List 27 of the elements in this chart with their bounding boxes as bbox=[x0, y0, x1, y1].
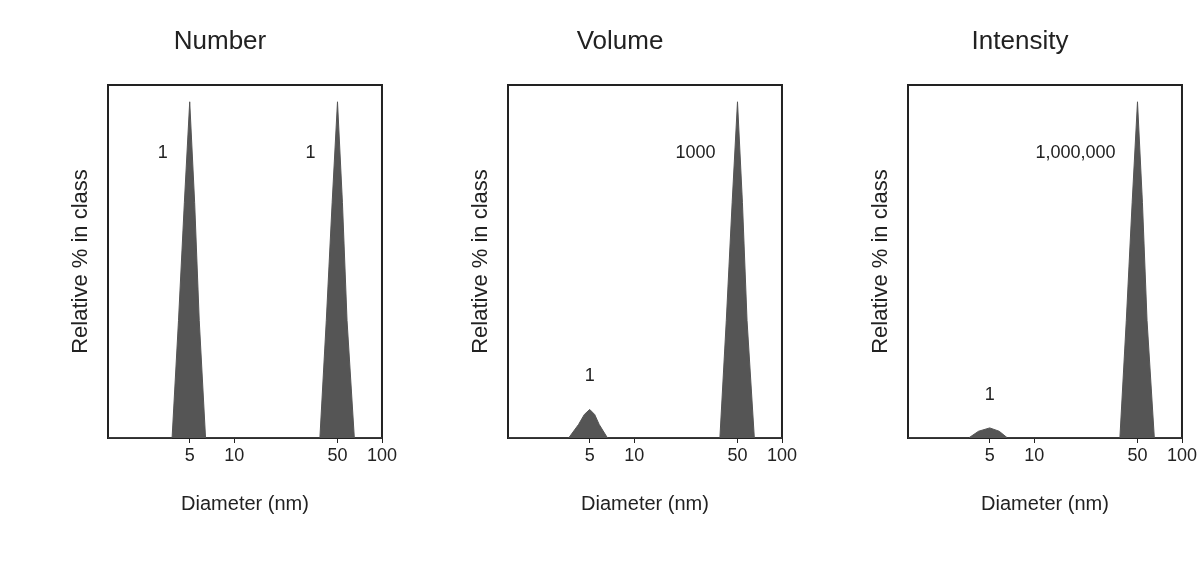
x-axis-title: Diameter (nm) bbox=[981, 492, 1109, 514]
x-tick-label: 100 bbox=[766, 445, 798, 465]
x-tick-label: 5 bbox=[584, 445, 595, 465]
chart-title: Number bbox=[173, 25, 267, 55]
x-tick-label: 50 bbox=[727, 445, 748, 465]
y-axis-title: Relative % in class bbox=[866, 169, 892, 354]
x-tick-label: 10 bbox=[224, 445, 245, 465]
x-tick-label: 50 bbox=[1127, 445, 1148, 465]
x-axis-title: Diameter (nm) bbox=[181, 492, 309, 514]
annotation: 1 bbox=[584, 365, 595, 386]
annotation: 1 bbox=[984, 383, 995, 404]
x-tick-label: 5 bbox=[984, 445, 995, 465]
annotation: 1 bbox=[157, 142, 168, 163]
x-tick-label: 10 bbox=[1024, 445, 1045, 465]
x-tick-label: 100 bbox=[1166, 445, 1198, 465]
x-tick-label: 50 bbox=[327, 445, 348, 465]
x-axis-title: Diameter (nm) bbox=[581, 492, 709, 514]
y-axis-title: Relative % in class bbox=[66, 169, 92, 354]
annotation: 1000 bbox=[675, 142, 716, 163]
x-tick-label: 10 bbox=[624, 445, 645, 465]
y-axis-title: Relative % in class bbox=[466, 169, 492, 354]
annotation: 1,000,000 bbox=[1035, 142, 1116, 163]
x-tick-label: 100 bbox=[366, 445, 398, 465]
chart-title: Volume bbox=[576, 25, 664, 55]
annotation: 1 bbox=[305, 142, 316, 163]
x-tick-label: 5 bbox=[184, 445, 195, 465]
chart-title: Intensity bbox=[971, 25, 1069, 55]
